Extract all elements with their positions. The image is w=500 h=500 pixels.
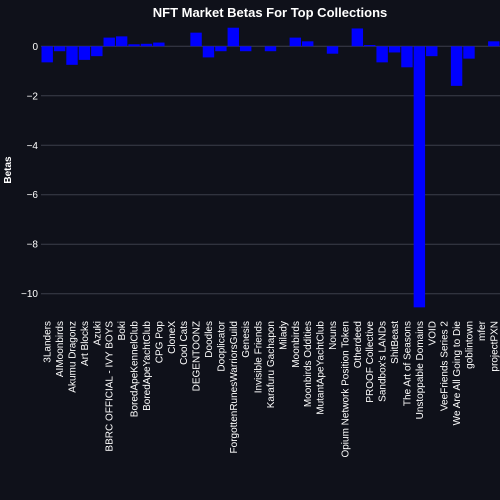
bar <box>264 46 277 52</box>
bar <box>78 46 91 60</box>
y-tick-layer: −10 −8 −6 −4 −2 0 <box>21 42 38 300</box>
x-tick-layer: 3Landers AIMoonbirds Akumu Dragonz Art Bloc… <box>43 320 500 457</box>
bar <box>66 46 78 65</box>
x-tick-label: Genesis <box>241 321 252 358</box>
x-tick-label: 3Landers <box>43 321 54 363</box>
x-tick-label: Dooplicator <box>216 320 227 371</box>
x-tick-label: Otherdeed <box>353 321 364 368</box>
x-tick-label: DEGENTOONZ <box>192 321 203 391</box>
bar <box>103 37 115 47</box>
y-tick-label: −10 <box>21 289 38 300</box>
x-tick-label: Art Blocks <box>80 321 91 366</box>
bar <box>401 46 413 68</box>
bar <box>53 46 66 52</box>
x-tick-label: VeeFriends Series 2 <box>440 321 451 411</box>
bar <box>41 46 53 63</box>
grid-layer <box>41 45 500 295</box>
bar <box>128 44 140 47</box>
x-tick-label: BoredApeKennelClub <box>130 321 141 418</box>
bar <box>91 46 103 57</box>
x-tick-label: VOID <box>427 321 438 345</box>
bar-layer <box>41 27 500 308</box>
y-axis-label: Betas <box>3 156 14 184</box>
bar <box>153 42 165 47</box>
x-tick-label: Karafuru Gachapon <box>266 321 277 408</box>
bar <box>364 45 376 47</box>
x-tick-label: ShitBeast <box>390 321 401 364</box>
x-tick-label: Nouns <box>328 321 339 350</box>
y-tick-label: 0 <box>32 42 38 53</box>
y-tick-label: −4 <box>27 141 39 152</box>
x-tick-label: Sandbox's LANDs <box>378 321 389 402</box>
bar <box>488 41 500 47</box>
bar <box>289 37 302 47</box>
x-tick-label: The Art of Seasons <box>402 321 413 406</box>
x-tick-label: We Are All Going to Die <box>452 321 463 426</box>
x-tick-label: mfer <box>477 320 488 341</box>
y-tick-label: −8 <box>27 240 39 251</box>
x-tick-label: CloneX <box>167 321 178 354</box>
x-tick-label: Azuki <box>92 321 103 345</box>
x-tick-label: ForgottenRunesWarriorsGuild <box>229 321 240 453</box>
x-tick-label: MutantApeYachtClub <box>316 321 327 415</box>
x-tick-label: CPG Pop <box>154 321 165 364</box>
bar <box>351 28 364 47</box>
bar <box>326 46 339 54</box>
bar <box>115 36 128 47</box>
bar <box>388 46 401 53</box>
bar <box>190 32 202 47</box>
x-tick-label: AIMoonbirds <box>55 321 66 377</box>
bar <box>227 27 239 47</box>
bar <box>140 43 153 47</box>
bar <box>239 46 252 52</box>
bar <box>202 46 215 58</box>
x-tick-label: Akumu Dragonz <box>68 321 79 393</box>
x-tick-label: BoredApeYachtClub <box>142 321 153 411</box>
x-tick-label: Boki <box>117 321 128 340</box>
x-tick-label: projectPXN <box>489 321 500 372</box>
bar <box>463 46 475 59</box>
bar <box>215 46 227 52</box>
x-tick-label: Doodles <box>204 321 215 358</box>
chart-title: NFT Market Betas For Top Collections <box>153 5 388 20</box>
x-tick-label: Invisible Friends <box>254 321 265 393</box>
x-tick-label: PROOF Collective <box>365 321 376 403</box>
bar <box>426 46 438 57</box>
x-tick-label: Milady <box>278 321 289 350</box>
y-tick-label: −2 <box>27 91 39 102</box>
bar <box>376 46 388 63</box>
x-tick-label: Moonbirds Oddities <box>303 321 314 407</box>
y-tick-label: −6 <box>27 190 39 201</box>
x-tick-label: Cool Cats <box>179 321 190 365</box>
x-tick-label: Moonbirds <box>291 321 302 368</box>
bar <box>413 46 426 308</box>
x-tick-label: Opium Network Position Token <box>340 321 351 458</box>
bar <box>450 46 463 86</box>
x-tick-label: goblintown <box>464 321 475 369</box>
x-tick-label: BBRC OFFICIAL - IVY BOYS <box>105 321 116 452</box>
x-tick-label: Unstoppable Domains <box>415 321 426 419</box>
bar <box>302 41 314 47</box>
